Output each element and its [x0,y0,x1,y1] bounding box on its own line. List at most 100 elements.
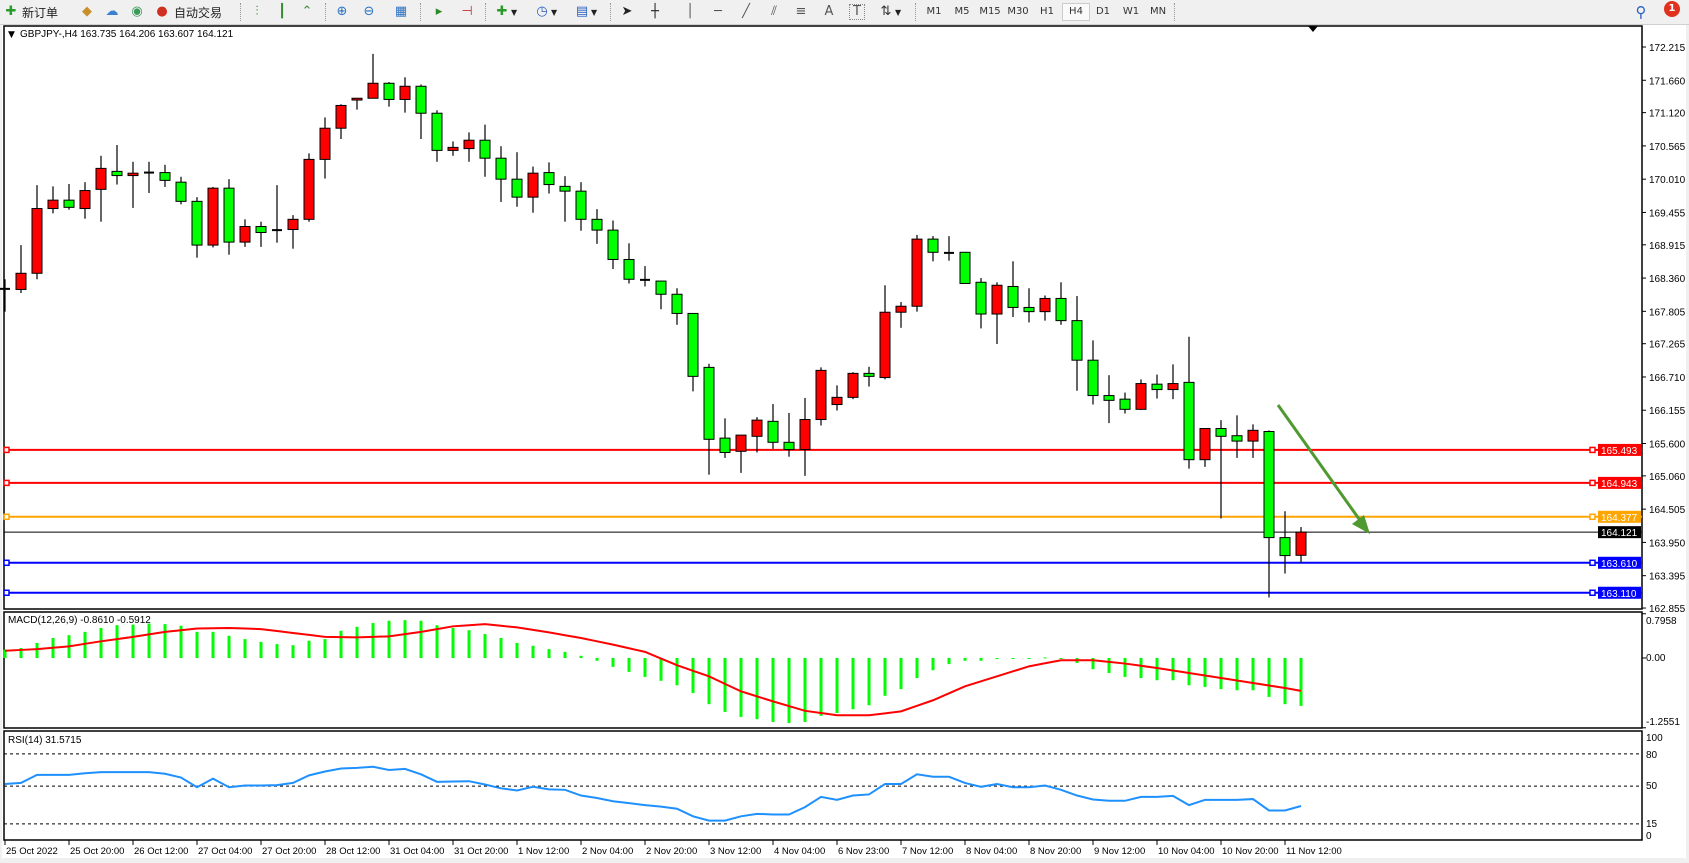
signals-button[interactable]: ◉ [128,2,146,22]
chart-shift-marker-icon[interactable] [1308,26,1318,32]
candle-body [223,187,235,243]
macd-histogram-bar [1027,658,1031,659]
timeframe-m5[interactable]: M5 [954,6,970,17]
rsi-scale-label: 15 [1646,819,1658,830]
horizontal-line-button[interactable]: ─ [709,2,727,22]
periods-button[interactable]: ◷ ▼ [533,2,557,22]
macd-histogram-bar [931,658,935,671]
candle-body [767,420,779,443]
candle-body [1023,306,1035,313]
macd-histogram-bar [259,641,263,658]
macd-histogram-bar [275,644,279,658]
candle-body [607,229,619,260]
candle-body [415,85,427,114]
new-order-button[interactable]: ✚ 新订单 [2,2,58,22]
rsi-pane: 100 80 50 150 [4,733,1663,842]
price-tag [1598,443,1641,456]
timeframe-m1[interactable]: M1 [926,6,942,17]
level-handle [1589,513,1596,521]
text-icon: A [824,4,834,19]
trendline-button[interactable]: ╱ [737,2,755,22]
candle-body [399,85,411,100]
time-label: 31 Oct 20:00 [454,846,508,857]
search-button[interactable]: ⚲ [1632,2,1650,22]
macd-histogram-bar [115,625,119,658]
timeframe-m15[interactable]: M15 [979,6,1001,17]
candle-body [847,372,859,398]
separator [240,3,242,21]
candle-body [479,139,491,159]
macd-scale-label: 0.7958 [1646,616,1677,627]
macd-histogram-bar [835,658,839,714]
timeframe-m30[interactable]: M30 [1007,6,1029,17]
tile-windows-button[interactable]: ▦ [392,2,410,22]
notification-badge[interactable]: 1 [1664,1,1680,17]
text-button[interactable]: A [820,2,838,22]
macd-histogram-bar [771,658,775,722]
macd-histogram-bar [819,658,823,716]
candlestick-button[interactable]: ┃ [273,2,291,22]
indicators-button[interactable]: ✚ ▼ [493,2,518,22]
macd-histogram-bar [659,658,663,681]
horizontal-line-icon: ─ [714,4,722,19]
candle-body [111,170,123,177]
chart-shift-button[interactable]: ⊣ [458,2,476,22]
bar-chart-button[interactable]: ⫶ [248,2,266,22]
pane-frame [3,611,1643,729]
cursor-button[interactable]: ➤ [618,2,636,22]
template-icon: ▤ [575,4,589,19]
arrows-button[interactable]: ⇅ ▼ [877,2,902,22]
level-handle [3,513,10,521]
macd-histogram-bar [1187,658,1191,686]
macd-histogram-bar [899,658,903,690]
candle-body [207,187,219,246]
timeframe-w1[interactable]: W1 [1122,6,1140,17]
price-tag [1598,510,1641,523]
price-label: 172.215 [1649,43,1686,54]
line-chart-icon: ⌃ [301,4,313,19]
timeframe-d1[interactable]: D1 [1095,6,1111,17]
candle-body [1215,428,1227,437]
auto-trading-button[interactable]: ● 自动交易 [153,2,222,22]
macd-histogram-bar [547,649,551,658]
macd-histogram-bar [3,649,7,658]
chart-background [2,25,1686,858]
timeframe-h4[interactable]: H4 [1062,3,1090,21]
macd-histogram-bar [339,630,343,658]
rsi-label: RSI(14) 31.5715 [8,735,82,746]
templates-button[interactable]: ▤ ▼ [573,2,597,22]
text-label-button[interactable]: T [849,2,865,22]
collapse-triangle-icon[interactable]: ▼ [8,30,15,40]
vertical-line-button[interactable]: │ [681,2,699,22]
arrows-icon: ⇅ [880,4,892,19]
macd-histogram-bar [867,658,871,706]
gold-icon: ◆ [82,4,92,19]
bar-chart-icon: ⫶ [255,4,259,19]
market-watch-button[interactable]: ◆ [78,2,96,22]
fibonacci-button[interactable]: ≡ [792,2,810,22]
zoom-in-button[interactable]: ⊕ [333,2,351,22]
time-label: 2 Nov 04:00 [582,846,633,857]
candle-body [735,434,747,452]
auto-scroll-button[interactable]: ▸ [430,2,448,22]
timeframe-mn[interactable]: MN [1149,6,1167,17]
macd-histogram-bar [1219,658,1223,690]
zoom-out-button[interactable]: ⊖ [360,2,378,22]
navigator-button[interactable]: ☁ [103,2,121,22]
candle-body [783,441,795,450]
equidistant-channel-button[interactable]: ⫽ [765,2,783,22]
candle-body [127,172,139,177]
macd-histogram-bar [803,658,807,722]
macd-histogram-bar [371,622,375,658]
macd-histogram-bar [691,658,695,694]
timeframe-h1[interactable]: H1 [1040,6,1054,17]
pane-frames [3,25,1643,841]
macd-scale-label: 0.00 [1646,653,1666,664]
price-tag-label: 164.943 [1601,479,1638,490]
macd-histogram-bar [1267,658,1271,697]
trend-arrow[interactable] [1276,404,1366,527]
line-chart-button[interactable]: ⌃ [298,2,316,22]
macd-histogram-bar [1043,657,1047,659]
crosshair-button[interactable]: ┼ [646,2,664,22]
